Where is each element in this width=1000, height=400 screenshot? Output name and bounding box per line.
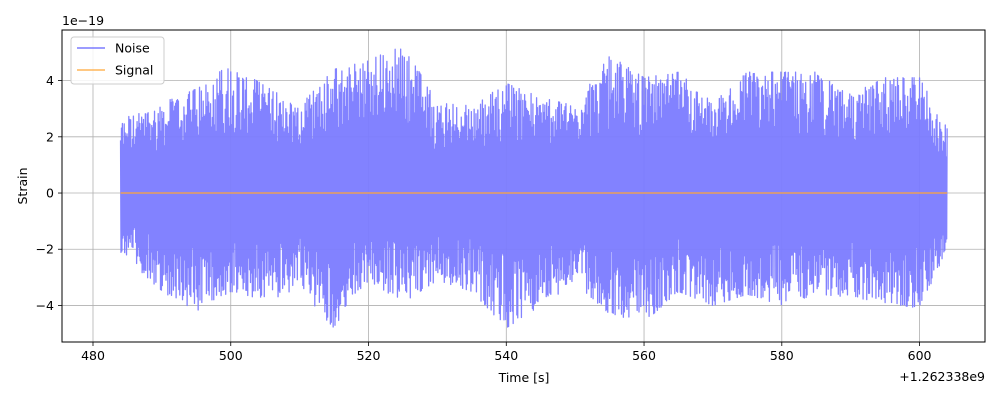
legend: Noise Signal bbox=[70, 36, 165, 85]
x-axis-label: Time [s] bbox=[498, 370, 550, 385]
x-tick-label: 520 bbox=[357, 348, 381, 363]
plot-frame bbox=[61, 29, 986, 343]
y-axis-label: Strain bbox=[15, 167, 30, 204]
x-tick-label: 560 bbox=[632, 348, 656, 363]
y-axis-ticks: −4 −2 0 2 4 bbox=[36, 73, 62, 313]
y-tick-label: −2 bbox=[36, 242, 54, 257]
legend-label-noise: Noise bbox=[115, 41, 150, 56]
x-offset-label: +1.262338e9 bbox=[899, 369, 985, 384]
y-tick-label: 2 bbox=[46, 129, 54, 144]
y-tick-label: 0 bbox=[46, 186, 54, 201]
x-tick-label: 540 bbox=[494, 348, 518, 363]
x-tick-label: 480 bbox=[81, 348, 105, 363]
series-noise bbox=[119, 48, 948, 328]
legend-label-signal: Signal bbox=[115, 63, 153, 78]
x-tick-label: 600 bbox=[908, 348, 932, 363]
series-layer bbox=[119, 48, 948, 328]
y-scale-label: 1e−19 bbox=[62, 13, 104, 28]
x-tick-label: 580 bbox=[770, 348, 794, 363]
x-tick-label: 500 bbox=[219, 348, 243, 363]
y-tick-label: 4 bbox=[46, 73, 54, 88]
y-tick-label: −4 bbox=[36, 298, 54, 313]
x-axis-ticks: 480 500 520 540 560 580 600 bbox=[81, 342, 932, 363]
